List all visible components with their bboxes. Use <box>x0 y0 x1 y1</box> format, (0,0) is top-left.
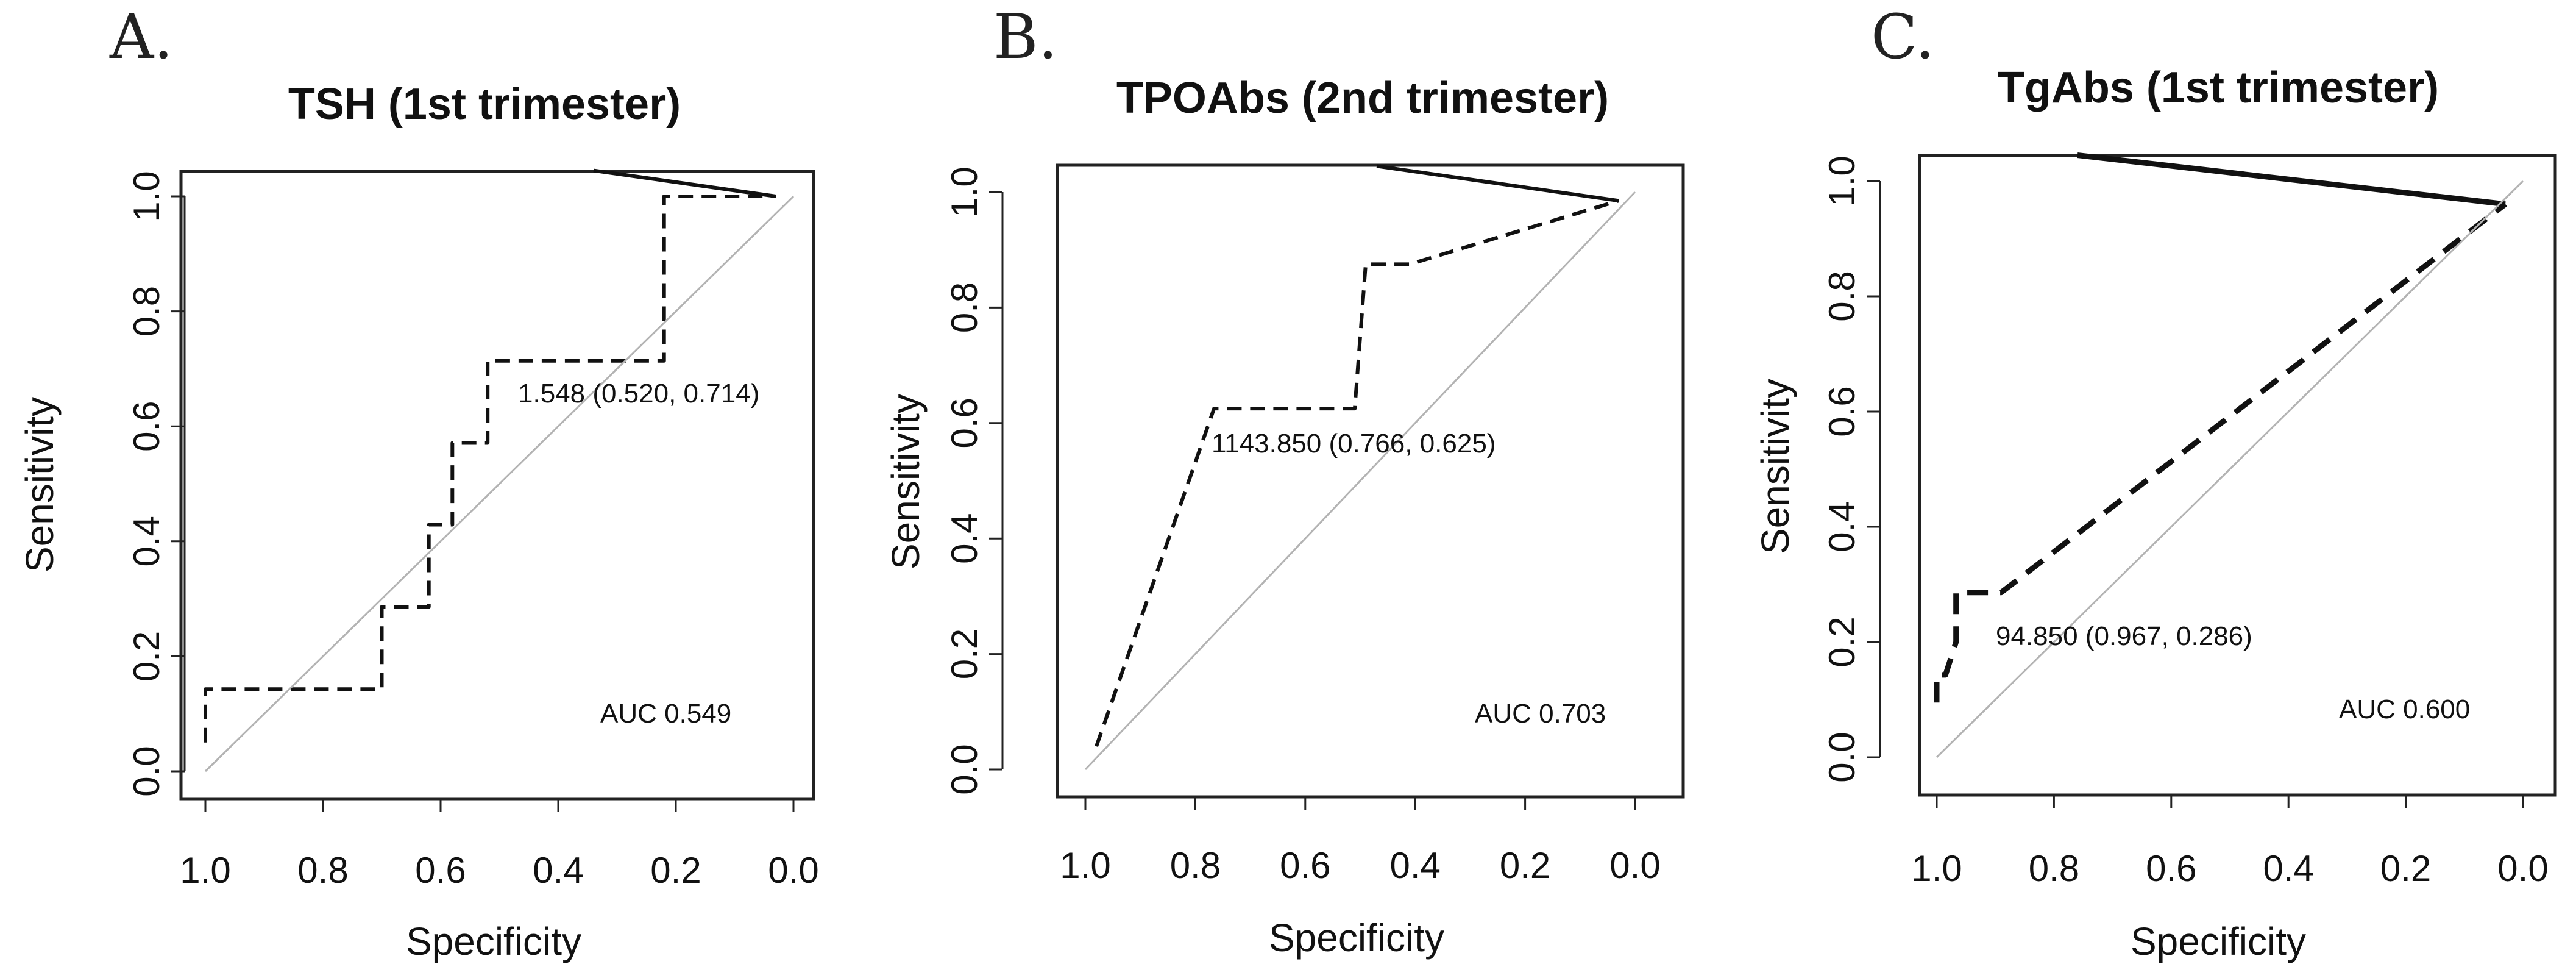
panel-c-xtick-label: 1.0 <box>1911 848 1962 889</box>
panel-b-ytick-label: 0.6 <box>944 398 985 448</box>
panel-c-ytick-label: 0.2 <box>1822 616 1862 667</box>
panel-b-xlabel: Specificity <box>1269 916 1444 960</box>
panel-a-ytick-label: 1.0 <box>126 171 167 221</box>
panel-b-reference-diagonal <box>1084 191 1636 771</box>
panel-a-xtick-label: 0.2 <box>650 850 701 891</box>
panel-b-cutoff-annotation: 1143.850 (0.766, 0.625) <box>1212 429 1496 459</box>
panel-c-ylabel: Sensitivity <box>1753 379 1797 554</box>
panel-c-reference-diagonal <box>1936 180 2524 758</box>
panel-a-xtick-label: 0.8 <box>297 850 348 891</box>
panel-b-y-ticks: 0.0 0.2 0.4 0.6 0.8 1.0 <box>944 166 985 794</box>
panel-a-cutoff-annotation: 1.548 (0.520, 0.714) <box>518 379 759 409</box>
panel-b-roc-curve <box>1095 199 1619 748</box>
panel-c-xtick-label: 0.6 <box>2146 848 2196 889</box>
panel-b-ytick-label: 0.4 <box>944 513 985 563</box>
panel-c-ytick-label: 0.0 <box>1822 732 1862 782</box>
panel-c-xtick-label: 0.4 <box>2263 848 2313 889</box>
panel-a-y-ticks: 0.0 0.2 0.4 0.6 0.8 1.0 <box>126 171 167 796</box>
panel-c-y-ticks: 0.0 0.2 0.4 0.6 0.8 1.0 <box>1822 155 1862 782</box>
panel-b-xtick-label: 0.8 <box>1170 845 1221 886</box>
panel-a-xlabel: Specificity <box>406 919 581 963</box>
panel-a-x-ticks: 1.0 0.8 0.6 0.4 0.2 0.0 <box>180 850 818 891</box>
panel-c-ytick-label: 0.6 <box>1822 386 1862 437</box>
panel-a-ytick-label: 0.6 <box>126 401 167 451</box>
panel-b-upper-solid-curve <box>1376 164 1619 203</box>
panel-a-roc-curve <box>204 195 776 743</box>
panel-a-xtick-label: 0.0 <box>768 850 818 891</box>
panel-a-ytick-label: 0.8 <box>126 286 167 337</box>
panel-a-reference-diagonal <box>204 195 795 773</box>
panel-b-title: TPOAbs (2nd trimester) <box>1116 74 1609 123</box>
panel-b-plot-area <box>989 164 1636 810</box>
panel-a-letter: A. <box>109 1 173 73</box>
panel-c-auc-annotation: AUC 0.600 <box>2339 694 2470 724</box>
panel-b-xtick-label: 0.0 <box>1609 845 1660 886</box>
panel-c-xtick-label: 0.8 <box>2029 848 2079 889</box>
panel-b-ytick-label: 0.8 <box>944 282 985 333</box>
panel-b-xtick-label: 0.4 <box>1389 845 1440 886</box>
panel-b-ylabel: Sensitivity <box>884 394 928 569</box>
panel-b-ytick-label: 0.2 <box>944 629 985 679</box>
panel-c-letter: C. <box>1871 1 1935 73</box>
panel-c-x-ticks: 1.0 0.8 0.6 0.4 0.2 0.0 <box>1911 848 2548 889</box>
panel-a: A. TSH (1st trimester) Specificity Sensi… <box>18 1 819 963</box>
panel-b: B. TPOAbs (2nd trimester) Specificity Se… <box>884 1 1685 960</box>
panel-c-title: TgAbs (1st trimester) <box>1998 63 2439 112</box>
panel-c-cutoff-annotation: 94.850 (0.967, 0.286) <box>1996 621 2252 651</box>
panel-b-ytick-label: 0.0 <box>944 744 985 794</box>
panel-a-ytick-label: 0.0 <box>126 746 167 796</box>
panel-c: C. TgAbs (1st trimester) Specificity Sen… <box>1753 1 2557 963</box>
panel-c-xtick-label: 0.0 <box>2497 848 2548 889</box>
panel-b-letter: B. <box>993 1 1057 73</box>
panel-a-auc-annotation: AUC 0.549 <box>600 699 731 729</box>
panel-c-xlabel: Specificity <box>2131 919 2306 963</box>
panel-c-plot-area <box>1867 152 2524 808</box>
panel-a-ytick-label: 0.4 <box>126 516 167 566</box>
panel-b-ytick-label: 1.0 <box>944 166 985 217</box>
panel-a-ytick-label: 0.2 <box>126 631 167 682</box>
panel-b-xtick-label: 0.6 <box>1280 845 1330 886</box>
panel-a-plot-area <box>171 168 795 812</box>
panel-b-xtick-label: 0.2 <box>1500 845 1550 886</box>
panel-c-roc-curve <box>1934 202 2507 703</box>
panel-a-xtick-label: 1.0 <box>180 850 230 891</box>
panel-c-ytick-label: 1.0 <box>1822 155 1862 206</box>
panel-c-ytick-label: 0.8 <box>1822 271 1862 321</box>
panel-a-upper-solid-curve <box>593 168 776 198</box>
panel-a-xtick-label: 0.6 <box>415 850 466 891</box>
panel-b-auc-annotation: AUC 0.703 <box>1475 699 1606 729</box>
panel-a-title: TSH (1st trimester) <box>288 80 681 129</box>
panel-a-xtick-label: 0.4 <box>533 850 583 891</box>
panel-a-ylabel: Sensitivity <box>18 397 62 573</box>
panel-c-xtick-label: 0.2 <box>2380 848 2431 889</box>
panel-b-xtick-label: 1.0 <box>1060 845 1110 886</box>
panel-c-ytick-label: 0.4 <box>1822 501 1862 552</box>
panel-b-x-ticks: 1.0 0.8 0.6 0.4 0.2 0.0 <box>1060 845 1660 886</box>
panel-c-upper-solid-curve <box>2077 152 2506 207</box>
